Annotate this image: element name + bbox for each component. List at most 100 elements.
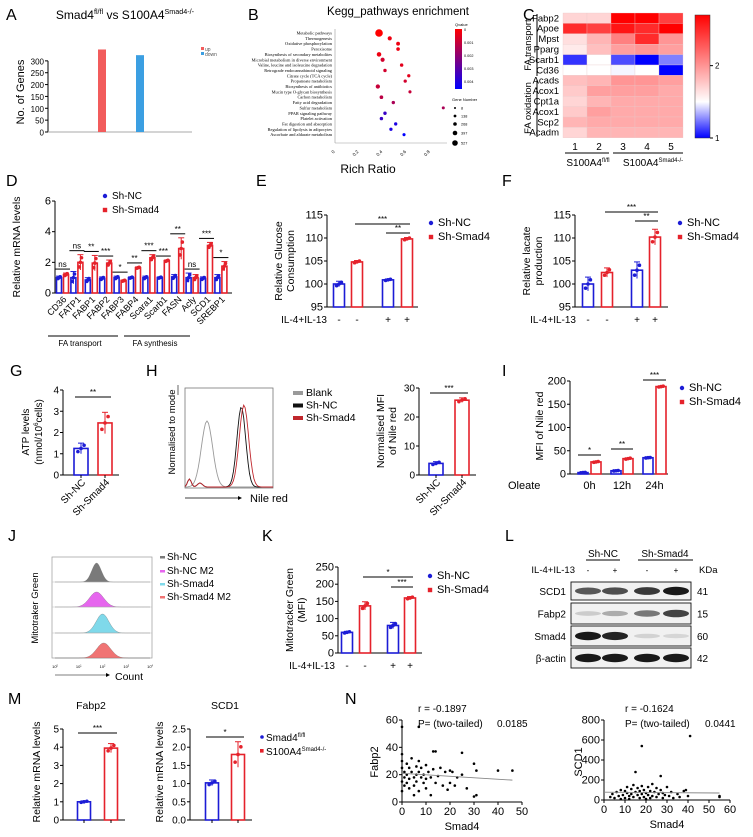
heatmap-row-label: Acads [533,76,560,87]
heatmap-cell [586,33,612,45]
y-tick-label: 1 [53,797,59,808]
scatter-point [676,792,679,796]
text-part: Smad4 [266,733,298,744]
group-label: FA transport [58,339,102,348]
column-label: 5 [668,142,674,153]
replicate-point [239,745,243,749]
qvalue-tick-label: 0 [464,28,466,32]
scatter-point [688,734,692,738]
significance-label: ** [131,254,137,263]
qvalue-tick-label: 0.003 [464,67,474,71]
legend-swatch [293,416,303,420]
heatmap-cell [562,54,588,66]
y-tick-label: 1.5 [172,761,186,772]
scatter-point [621,793,625,797]
pathway-dot [380,57,385,62]
replicate-point [632,273,637,277]
scatter-point [429,793,433,797]
scatter-point [410,756,413,760]
superscript: 3 [128,664,130,667]
replicate-point [187,273,192,277]
replicate-point [221,267,226,271]
replicate-point [360,606,365,611]
scatter-point [475,769,478,772]
superscript: Smad4-/- [302,747,327,753]
scatter-point [638,789,641,793]
scatter-point [632,783,635,787]
y-tick-label: 2 [45,257,51,269]
panel-n-fabp2-scatter: 0 20 40 60 0 10 20 30 40 50 r = -0.1897 P= (two-tai… [369,704,528,833]
panel-b-dot-plot: Kegg_pathways enrichment Metabolic pathwa… [252,6,478,176]
scatter-point [651,782,654,786]
heatmap-cell [634,116,660,128]
heatmap-cell [610,54,636,66]
treatment-sign: + [652,315,658,326]
replicate-point [431,462,435,467]
x-tick-label: 40 [492,806,504,818]
bar-up [98,49,106,132]
treatment-sign: - [355,315,358,326]
scatter-point [441,784,445,787]
heatmap-colorbar [694,14,711,139]
heatmap-cell [610,116,636,128]
pathway-label: Microbial metabolism in diverse environm… [252,57,333,62]
y-tick-label: 0 [45,288,51,300]
scatter-point [651,794,654,798]
panel-label-i: I [502,363,506,380]
regression-line [603,791,720,794]
significance-label: * [223,728,226,737]
scatter-point [417,725,421,729]
x-tick-label: 0 [601,804,607,816]
replicate-point [151,254,156,258]
y-tick-label: 200 [582,775,600,787]
legend-label: Sh-NC [438,217,471,229]
size-legend-dot [454,107,456,109]
significance-label: * [119,263,122,272]
pathway-label: PPAR signaling pathway [288,111,333,116]
y-tick-label: 800 [582,715,600,727]
histogram-curve-sh-smad4 [184,404,273,488]
superscript: fl/fl [94,7,104,16]
scatter-point [431,767,435,771]
scatter-point [419,776,423,779]
bar-sh-smad4 [648,236,662,308]
legend-swatch [201,47,204,50]
heatmap-cell [562,127,588,138]
y-tick-label: 115 [305,210,323,222]
scatter-point [659,788,662,792]
legend-marker-circle [260,735,264,739]
replicate-point [112,743,116,748]
panel-label-f: F [502,173,512,190]
heatmap-cell [562,23,588,34]
group-label: FA synthesis [133,339,178,348]
legend-label: Sh-Smad4 [112,205,160,216]
y-tick-label: 150 [548,399,566,411]
x-tick-label: 50 [703,804,715,816]
y-tick-label: 110 [305,233,323,245]
heatmap-cell [586,96,612,107]
protein-label: Smad4 [534,632,566,643]
replicate-point [91,265,96,270]
bar-sh-smad4 [105,262,113,294]
panel-label-g: G [10,363,22,380]
replicate-point [101,275,106,280]
scatter-point [412,776,416,779]
scatter-point [655,795,658,799]
pathway-label: Retrograde endocannabinoid signaling [264,68,333,73]
y-axis-label: Mitotraker Green [30,572,41,643]
y-tick-label: 0 [560,469,566,481]
treatment-sign: - [605,315,608,326]
arrowhead-icon [106,673,110,677]
heatmap-cell [586,127,612,138]
scatter-point [682,789,686,793]
legend-swatch [201,52,204,55]
y-tick-label: 1.0 [172,779,186,790]
bar-sh-smad4 [622,457,634,475]
heatmap-cell [586,23,612,34]
molecular-weight-label: 41 [697,587,709,598]
scatter-point [636,793,639,797]
legend-label: up [205,47,211,53]
panel-labels: A B C D E F G H I J K L M N [6,7,535,708]
panel-label-c: C [523,7,535,24]
text-part: (nmol/10 [34,425,45,464]
